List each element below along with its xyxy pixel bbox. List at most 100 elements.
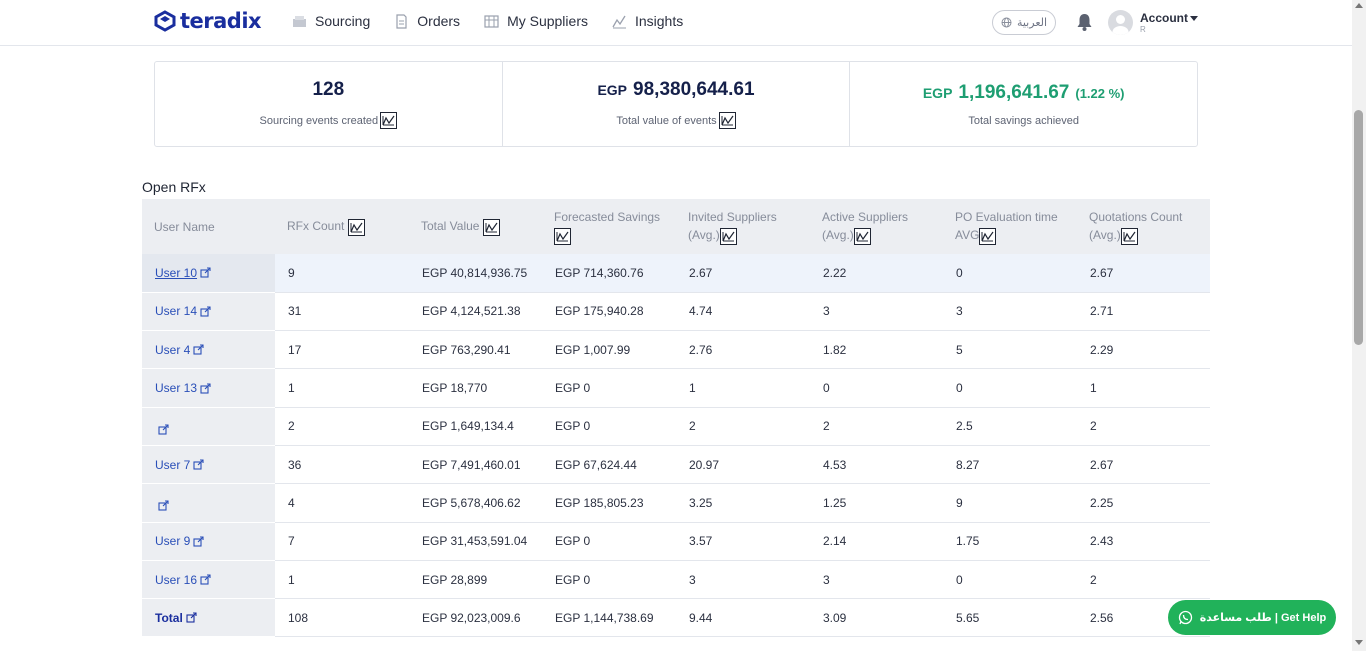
nav-item-orders[interactable]: Orders: [394, 13, 460, 29]
user-link[interactable]: User 10: [155, 266, 211, 280]
table-cell: EGP 175,940.28: [542, 292, 676, 332]
table-cell: EGP 0: [542, 560, 676, 600]
stat-value-row: EGP 98,380,644.61: [597, 79, 754, 101]
column-header-label: RFx Count: [287, 219, 345, 234]
table-cell: 3: [810, 292, 943, 332]
cell-value: 2: [1090, 419, 1097, 434]
stat-label: Total savings achieved: [968, 114, 1080, 127]
stat-total-savings: EGP 1,196,641.67 (1.22 %) Total savings …: [850, 62, 1197, 146]
account-subtitle: R: [1140, 25, 1146, 34]
cell-value: EGP 1,144,738.69: [555, 610, 654, 625]
table-cell: 5.65: [943, 598, 1077, 638]
table-row: User 9 7 EGP 31,453,591.04 EGP 0 3.57 2.14 1.7…: [142, 522, 1210, 561]
user-name: User 16: [155, 572, 198, 587]
cell-value: EGP 67,624.44: [555, 457, 637, 472]
cell-value: 2.29: [1090, 342, 1114, 357]
stat-total-value: EGP 98,380,644.61 Total value of events: [503, 62, 851, 146]
column-header-sublabel: (Avg.): [688, 228, 720, 243]
cell-value: 4.53: [823, 457, 847, 472]
user-link[interactable]: Total: [155, 611, 197, 625]
cell-value: EGP 0: [555, 534, 591, 549]
stat-value-row: 128: [312, 79, 344, 101]
teradix-logo[interactable]: teradix: [154, 9, 262, 33]
user-link[interactable]: User 7: [155, 458, 204, 472]
table-cell: 2.14: [810, 522, 943, 561]
external-link-icon: [200, 267, 211, 278]
user-link[interactable]: [155, 424, 169, 435]
table-cell: [142, 407, 275, 446]
cell-value: EGP 5,678,406.62: [422, 495, 521, 510]
stat-value: 98,380,644.61: [633, 79, 755, 100]
line-chart-icon: [556, 231, 569, 242]
chevron-down-icon[interactable]: [1190, 16, 1198, 21]
column-header-label: Total Value: [421, 219, 480, 234]
table-cell: 2.76: [676, 330, 810, 370]
column-chart-button[interactable]: [979, 227, 997, 245]
user-link[interactable]: User 9: [155, 534, 204, 548]
scroll-up-arrow-icon[interactable]: [1355, 3, 1363, 8]
table-cell: 9: [275, 254, 409, 293]
cell-value: 31: [288, 304, 302, 319]
cell-value: 36: [288, 457, 302, 472]
table-row: User 10 9 EGP 40,814,936.75 EGP 714,360.76 2…: [142, 254, 1210, 293]
table-cell: 0: [943, 368, 1077, 408]
user-link[interactable]: User 14: [155, 304, 211, 318]
table-cell: User 14: [142, 292, 275, 332]
table-cell: 1: [676, 368, 810, 408]
top-header: teradix Sourcing Orders My Suppliers Ins…: [0, 0, 1352, 46]
notifications-bell-icon[interactable]: [1075, 12, 1094, 32]
column-chart-button[interactable]: [853, 227, 871, 245]
page-scrollbar-thumb[interactable]: [1354, 110, 1363, 345]
section-title-open-rfx: Open RFx: [142, 179, 206, 195]
account-menu-label[interactable]: Account: [1140, 11, 1188, 25]
table-cell: EGP 92,023,009.6: [409, 598, 542, 638]
avatar[interactable]: [1108, 10, 1133, 35]
stat-value-row: EGP 1,196,641.67 (1.22 %): [923, 82, 1125, 104]
table-cell: EGP 0: [542, 368, 676, 408]
table-cell: EGP 7,491,460.01: [409, 445, 542, 485]
get-help-button[interactable]: طلب مساعدة | Get Help: [1168, 600, 1336, 635]
cell-value: 1.75: [956, 534, 980, 549]
external-link-icon: [193, 459, 204, 470]
table-cell: EGP 28,899: [409, 560, 542, 600]
user-name: User 14: [155, 304, 198, 319]
column-chart-button[interactable]: [719, 227, 737, 245]
column-chart-button[interactable]: [482, 218, 500, 236]
nav-item-sourcing[interactable]: Sourcing: [292, 13, 370, 29]
cell-value: EGP 18,770: [422, 381, 488, 396]
table-cell: EGP 0: [542, 407, 676, 446]
trend-chart-button[interactable]: [380, 112, 398, 129]
user-link[interactable]: User 13: [155, 381, 211, 395]
help-label: طلب مساعدة | Get Help: [1199, 612, 1327, 624]
cell-value: 2.25: [1090, 495, 1114, 510]
nav-item-insights[interactable]: Insights: [612, 13, 683, 29]
nav-item-my-suppliers[interactable]: My Suppliers: [484, 13, 588, 29]
language-toggle-button[interactable]: العربية: [992, 10, 1056, 35]
nav-label: My Suppliers: [507, 13, 588, 29]
table-cell: 2: [676, 407, 810, 446]
line-chart-icon: [1123, 231, 1136, 242]
scroll-down-arrow-icon[interactable]: [1355, 640, 1363, 645]
nav-label: Sourcing: [315, 13, 371, 29]
user-link[interactable]: User 16: [155, 573, 211, 587]
table-cell: 8.27: [943, 445, 1077, 485]
user-link[interactable]: User 4: [155, 343, 204, 357]
table-cell: EGP 1,144,738.69: [542, 598, 676, 638]
user-link[interactable]: [155, 500, 169, 511]
cell-value: 17: [288, 342, 302, 357]
table-cell: 5: [943, 330, 1077, 370]
column-chart-button[interactable]: [554, 227, 571, 245]
trend-chart-button[interactable]: [718, 112, 736, 129]
table-cell: 20.97: [676, 445, 810, 485]
cell-value: 2.67: [1090, 265, 1114, 280]
cell-value: EGP 0: [555, 572, 591, 587]
stat-value: 1,196,641.67: [958, 81, 1070, 103]
cell-value: 2: [288, 419, 295, 434]
table-cell: User 4: [142, 330, 275, 370]
cell-value: 2.71: [1090, 304, 1114, 319]
cell-value: EGP 4,124,521.38: [422, 304, 521, 319]
column-header: Forecasted Savings: [542, 199, 676, 254]
column-chart-button[interactable]: [347, 218, 365, 236]
table-row: 2 EGP 1,649,134.4 EGP 0 2 2 2.5 2: [142, 407, 1210, 446]
column-chart-button[interactable]: [1120, 227, 1138, 245]
